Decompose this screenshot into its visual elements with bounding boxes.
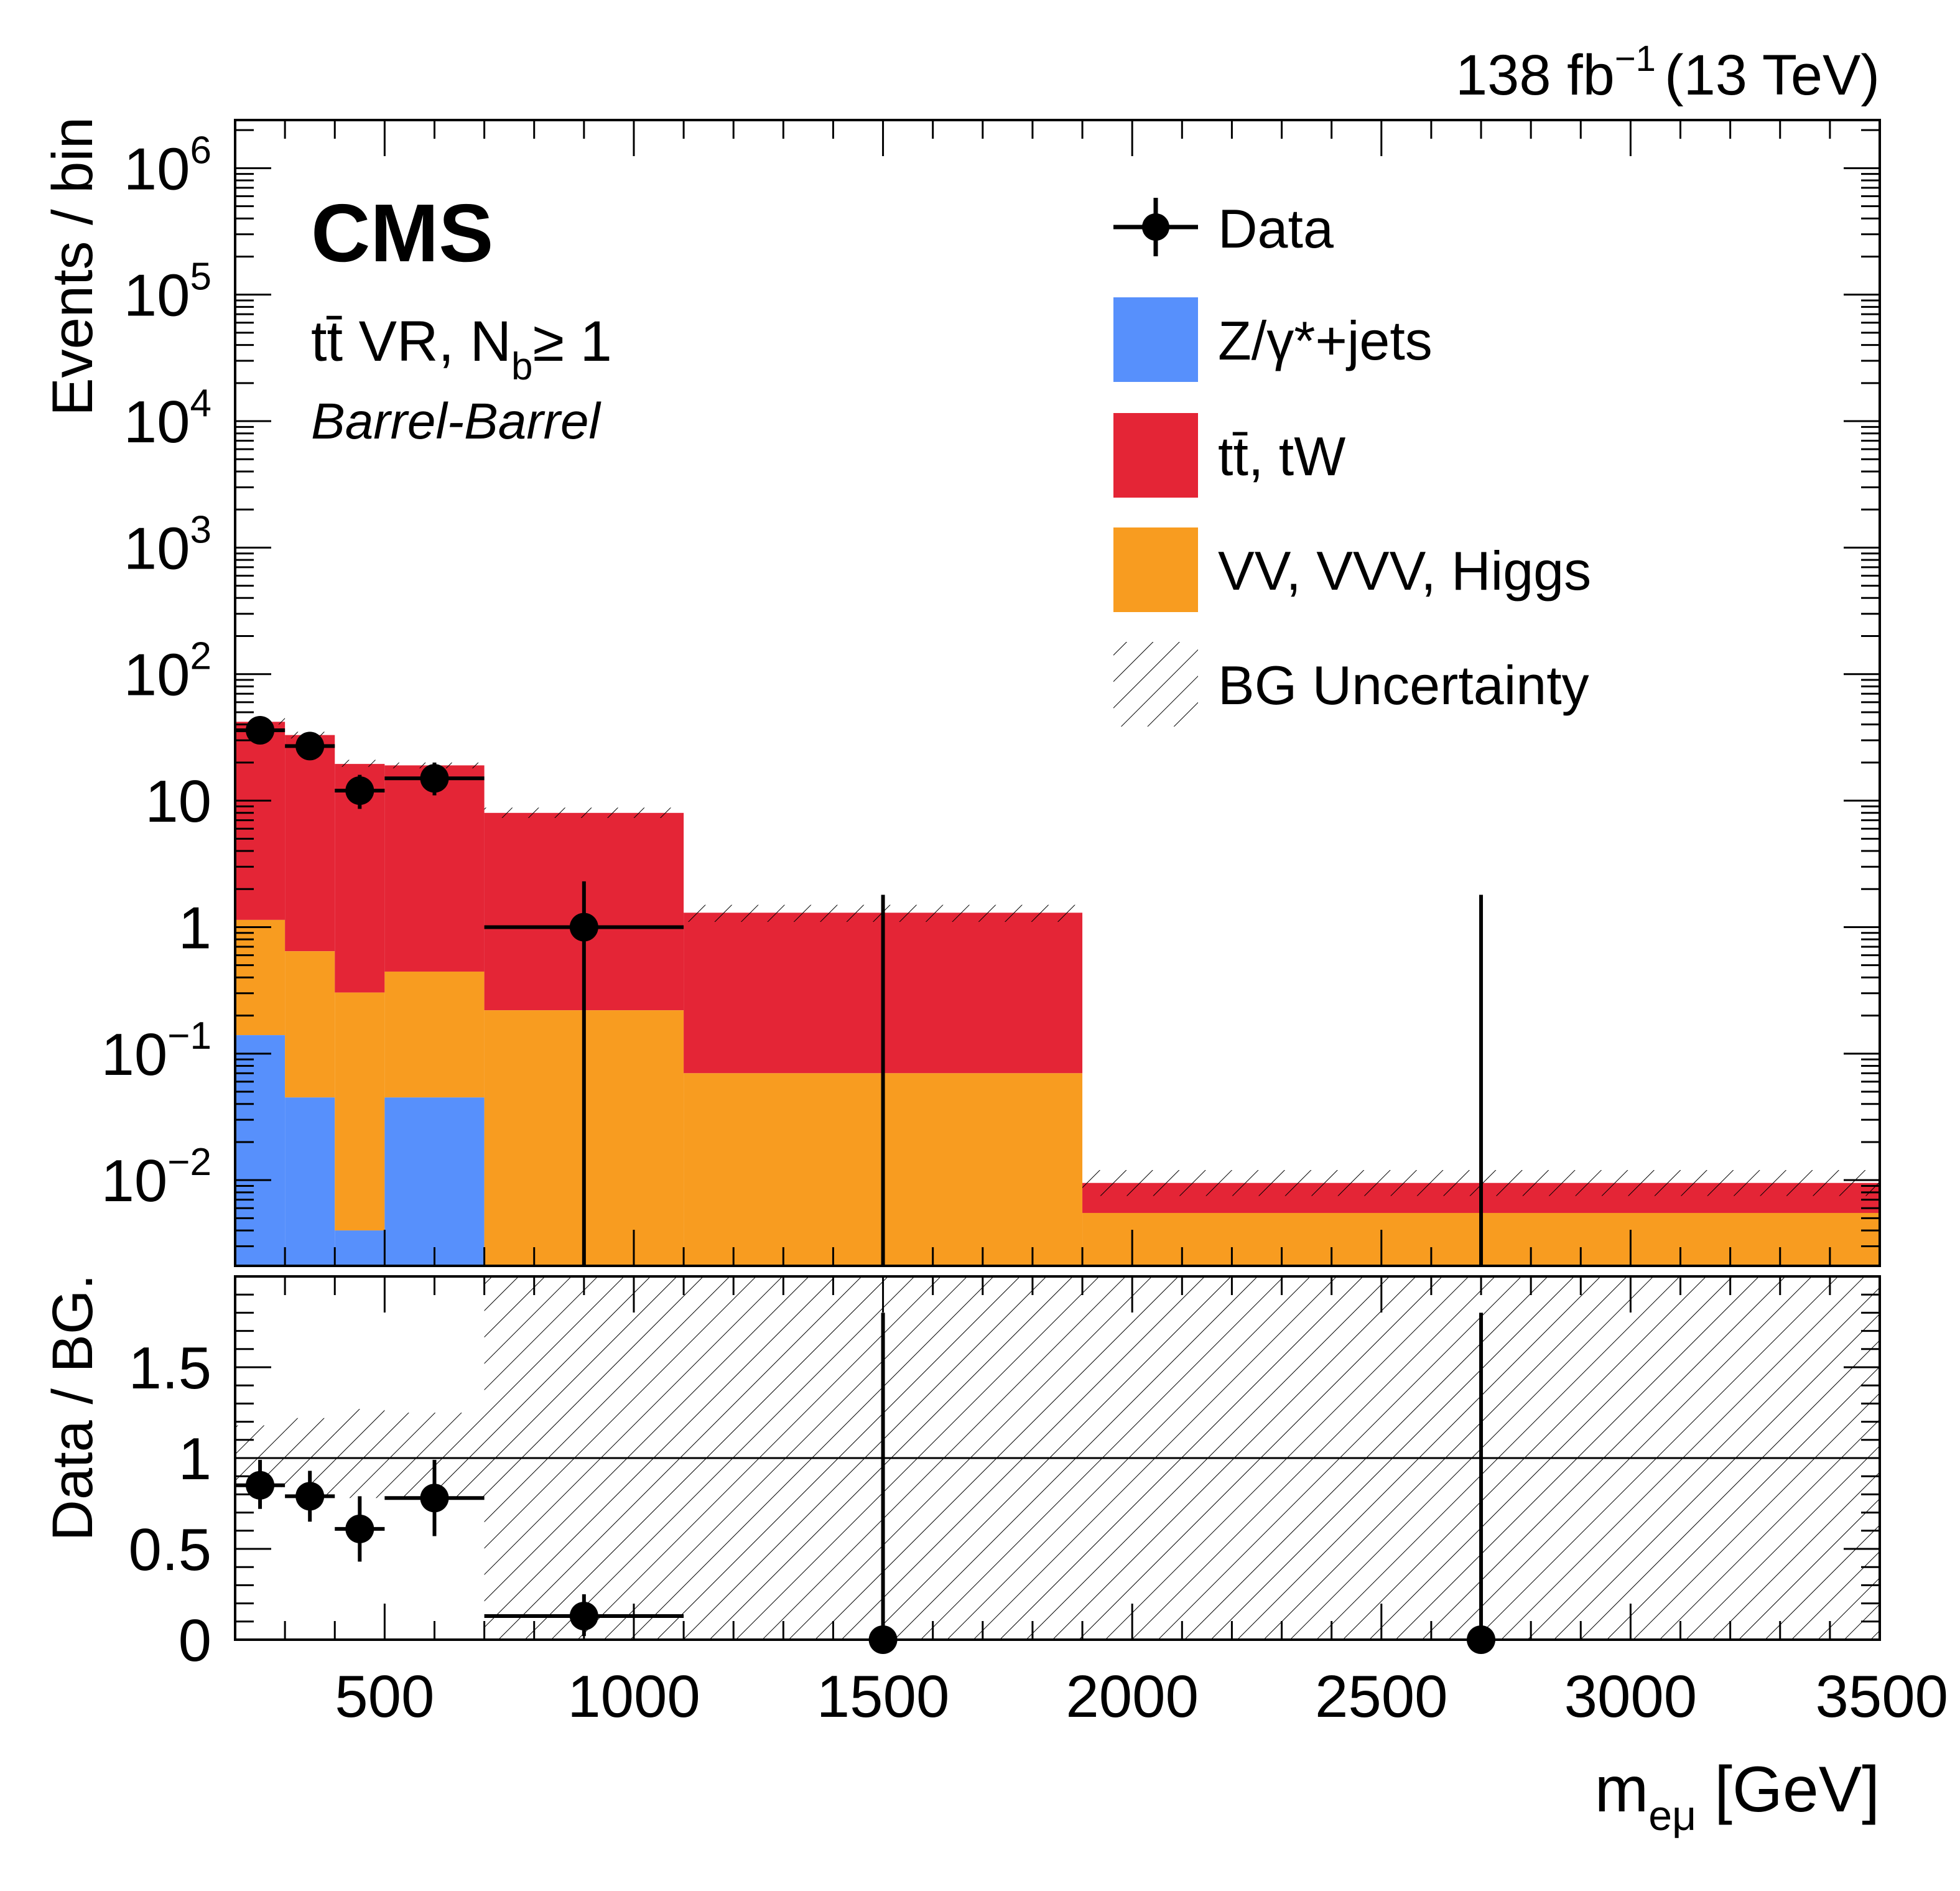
y-tick-label: 10−1 — [101, 1015, 211, 1088]
x-tick-label: 3500 — [1815, 1663, 1948, 1730]
data-point — [569, 913, 598, 942]
ratio-point — [295, 1482, 325, 1511]
legend-vv-swatch — [1113, 527, 1198, 612]
ratio-y-axis: 0 0.5 1 1.5 — [129, 1293, 1880, 1674]
data-point — [420, 764, 449, 793]
main-x-ticks — [284, 120, 1881, 1266]
legend-ttbar-label: tt̄, tW — [1218, 425, 1345, 487]
x-tick-label: 500 — [335, 1663, 434, 1730]
lumi-label: 138 fb−1 (13 TeV) — [1456, 39, 1880, 107]
ttbar-bar — [384, 765, 485, 972]
ratio-y-tick-label: 1 — [179, 1426, 211, 1492]
legend-dy-label: Z/γ*+jets — [1218, 310, 1433, 371]
experiment-label: CMS — [311, 187, 493, 279]
x-tick-label: 2500 — [1315, 1663, 1448, 1730]
y-tick-label: 1 — [179, 894, 211, 961]
legend-unc-label: BG Uncertainty — [1218, 654, 1589, 716]
legend-dy-swatch — [1113, 297, 1198, 382]
legend-data-marker — [1113, 198, 1198, 256]
data-point — [246, 715, 275, 745]
vv-bar — [285, 951, 335, 1098]
uncertainty-band — [484, 807, 684, 818]
ratio-point — [569, 1602, 598, 1631]
ratio-y-tick-label: 1.5 — [129, 1335, 211, 1401]
y-tick-label: 103 — [124, 508, 211, 582]
main-y-axis: 10−2 10−1 1 10 102 103 104 105 106 — [101, 129, 1880, 1247]
y-tick-label: 105 — [124, 256, 211, 329]
main-y-axis-title: Events / bin — [41, 117, 105, 416]
y-tick-label: 10 — [145, 768, 211, 835]
ratio-x-axis: 500 1000 1500 2000 2500 3000 3500 — [284, 1276, 1948, 1730]
ratio-y-axis-title: Data / BG. — [41, 1274, 105, 1541]
ratio-uncertainty-band — [335, 1409, 385, 1498]
region-label: tt̄ VR, Nb≥ 1 — [311, 310, 612, 388]
dy-bar — [285, 1097, 335, 1266]
legend-ttbar-swatch — [1113, 413, 1198, 498]
legend: Data Z/γ*+jets tt̄, tW VV, VVV, Higgs BG… — [1113, 198, 1591, 727]
legend-vv-label: VV, VVV, Higgs — [1218, 540, 1591, 602]
dy-bar — [335, 1230, 385, 1266]
ratio-y-tick-label: 0.5 — [129, 1517, 211, 1583]
ratio-y-tick-label: 0 — [179, 1607, 211, 1674]
ttbar-bar — [285, 735, 335, 952]
ratio-point — [345, 1514, 374, 1543]
category-label: Barrel-Barrel — [311, 393, 602, 450]
data-point — [345, 776, 374, 805]
dy-bar — [384, 1097, 485, 1266]
y-tick-label: 104 — [124, 382, 211, 455]
x-tick-label: 1500 — [817, 1663, 950, 1730]
x-tick-label: 2000 — [1066, 1663, 1199, 1730]
uncertainty-band — [335, 760, 385, 767]
ratio-point — [420, 1484, 449, 1513]
y-tick-label: 106 — [124, 129, 211, 202]
y-tick-label: 10−2 — [101, 1141, 211, 1214]
y-tick-label: 102 — [124, 635, 211, 709]
main-data-layer — [235, 715, 1484, 1266]
data-point — [295, 732, 325, 761]
x-tick-label: 1000 — [567, 1663, 700, 1730]
legend-unc-swatch — [1113, 642, 1198, 727]
legend-data-label: Data — [1218, 198, 1334, 259]
vv-bar — [335, 992, 385, 1231]
vv-bar — [384, 971, 485, 1098]
x-tick-label: 3000 — [1564, 1663, 1698, 1730]
x-axis-title: meμ [GeV] — [1595, 1754, 1880, 1839]
ratio-point — [246, 1471, 275, 1500]
